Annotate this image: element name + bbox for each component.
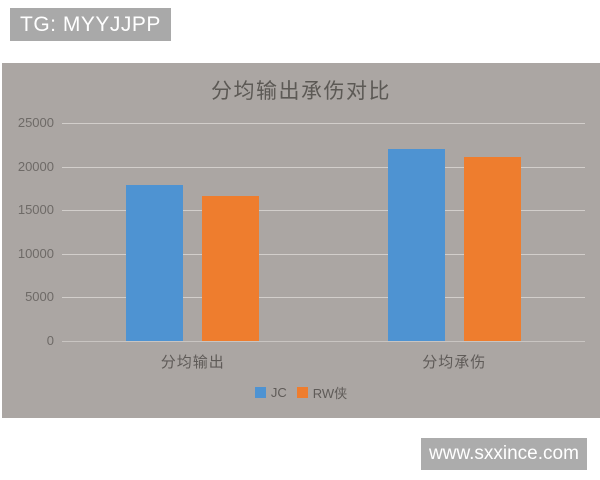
legend-swatch-JC xyxy=(254,387,266,398)
y-tick-label: 10000 xyxy=(17,245,54,261)
x-tick-label: 分均承伤 xyxy=(422,354,487,371)
y-tick-label: 0 xyxy=(46,333,54,348)
chart-panel: 分均输出承伤对比 0 5000 10000 15000 20000 25000 分均输出 分… xyxy=(2,63,600,418)
site-watermark-badge: www.sxxince.com xyxy=(421,438,587,470)
bar-JC-分均输出 xyxy=(126,184,184,341)
y-tick-label: 15000 xyxy=(17,202,54,218)
legend-item: JC xyxy=(254,385,287,400)
chart-title: 分均输出承伤对比 xyxy=(211,80,391,103)
gridline xyxy=(62,166,585,168)
bar-JC-分均承伤 xyxy=(387,149,445,341)
gridline xyxy=(62,297,585,299)
legend-swatch-RW侠 xyxy=(296,387,308,398)
plot-area xyxy=(62,123,585,342)
bar-RW侠-分均输出 xyxy=(202,196,260,341)
legend-label: JC xyxy=(270,385,287,400)
gridline xyxy=(62,341,585,342)
bar-RW侠-分均承伤 xyxy=(463,157,521,341)
legend-item: RW侠 xyxy=(296,383,348,402)
y-tick-label: 5000 xyxy=(25,289,54,305)
x-tick-label: 分均输出 xyxy=(160,354,225,371)
y-tick-label: 25000 xyxy=(17,115,54,130)
tg-watermark-badge: TG: MYYJJPP xyxy=(10,8,171,41)
gridline xyxy=(62,210,585,212)
legend-label: RW侠 xyxy=(312,386,348,401)
gridline xyxy=(62,123,585,124)
legend: JC RW侠 xyxy=(2,383,600,402)
gridline xyxy=(62,253,585,255)
y-tick-label: 20000 xyxy=(17,158,54,174)
